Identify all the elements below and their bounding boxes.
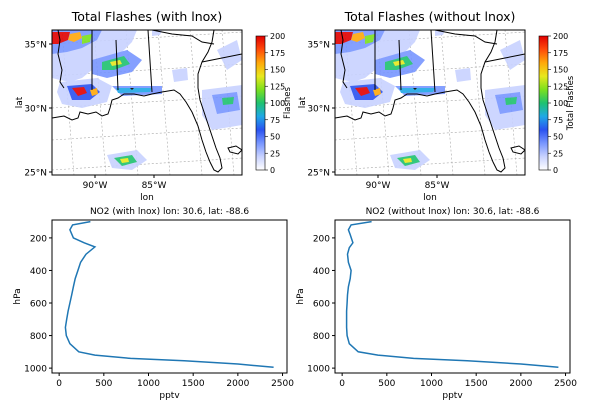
colorbar-tick-label: 175 — [270, 49, 285, 58]
y-tick-label: 600 — [30, 300, 47, 310]
plot-frame — [334, 219, 571, 374]
y-tick-label: 800 — [30, 332, 47, 342]
y-tick-label: 200 — [30, 234, 47, 244]
y-tick-label: 400 — [30, 267, 47, 277]
map-content — [335, 30, 525, 175]
profile-title: NO2 (with lnox) lon: 30.6, lat: -88.6 — [90, 207, 249, 217]
x-tick-label: 2500 — [554, 379, 577, 389]
lon-tick-label: 85°W — [142, 181, 167, 191]
y-tick-label: 1000 — [24, 365, 47, 375]
x-tick-label: 0 — [56, 379, 62, 389]
colorbar — [255, 35, 266, 171]
map-title: Total Flashes (with lnox) — [71, 9, 222, 24]
no2-profile-line — [345, 220, 559, 369]
map-content — [52, 30, 242, 175]
x-tick-label: 500 — [378, 379, 395, 389]
y-axis-label: hPa — [13, 288, 23, 304]
colorbar-label: Flashes — [283, 86, 293, 119]
colorbar-tick-label: 125 — [270, 82, 285, 91]
colorbar-tick-label: 75 — [553, 116, 563, 125]
colorbar-tick-label: 25 — [553, 149, 563, 158]
map-area — [52, 30, 242, 175]
x-tick-label: 0 — [339, 379, 345, 389]
no2-profile-line — [64, 220, 274, 369]
x-tick-label: 2000 — [226, 379, 249, 389]
x-tick-label: 2000 — [509, 379, 532, 389]
colorbar-tick-label: 50 — [270, 133, 280, 142]
y-tick-label: 600 — [313, 300, 330, 310]
colorbar-tick-label: 50 — [553, 133, 563, 142]
colorbar-tick-label: 75 — [270, 116, 280, 125]
colorbar-tick-label: 150 — [270, 66, 285, 75]
lon-axis-label: lon — [140, 193, 154, 203]
lon-tick-label: 90°W — [83, 181, 108, 191]
profile-panel-1: NO2 (with lnox) lon: 30.6, lat: -88.6 0 50… — [13, 207, 294, 401]
colorbar — [538, 35, 549, 171]
lat-tick-label: 35°N — [24, 41, 47, 51]
map-panel-1: Total Flashes (with lnox) 35°N 30°N 25°N 90°… — [15, 9, 293, 203]
colorbar-tick-label: 125 — [553, 82, 568, 91]
lat-tick-label: 25°N — [24, 169, 47, 179]
x-tick-label: 500 — [95, 379, 112, 389]
y-tick-label: 200 — [313, 234, 330, 244]
x-tick-label: 1000 — [420, 379, 443, 389]
plot-area — [335, 220, 570, 373]
profile-title: NO2 (without lnox) lon: 30.6, lat: -88.6 — [366, 207, 540, 217]
colorbar-tick-label: 0 — [270, 166, 275, 175]
map-area — [335, 30, 525, 175]
lat-tick-label: 25°N — [307, 169, 330, 179]
series-group — [64, 220, 274, 369]
x-tick-label: 2500 — [271, 379, 294, 389]
x-axis-label: pptv — [442, 391, 463, 401]
lon-axis-label: lon — [423, 193, 437, 203]
map-frame — [51, 29, 243, 176]
lat-tick-label: 30°N — [307, 105, 330, 115]
colorbar-tick-label: 100 — [270, 99, 285, 108]
lat-axis-label: lat — [15, 96, 25, 108]
colorbar-tick-label: 100 — [553, 99, 568, 108]
lat-axis-label: lat — [298, 96, 308, 108]
colorbar-tick-label: 25 — [270, 149, 280, 158]
plot-area — [52, 220, 287, 373]
y-tick-label: 1000 — [307, 365, 330, 375]
colorbar-tick-label: 175 — [553, 49, 568, 58]
map-title: Total Flashes (without lnox) — [344, 9, 516, 24]
y-tick-label: 800 — [313, 332, 330, 342]
profile-panel-2: NO2 (without lnox) lon: 30.6, lat: -88.6… — [296, 207, 577, 401]
x-tick-label: 1500 — [182, 379, 205, 389]
colorbar-label: Total Flashes — [566, 75, 576, 131]
x-tick-label: 1000 — [137, 379, 160, 389]
colorbar-tick-label: 200 — [553, 32, 568, 41]
map-panel-2: Total Flashes (without lnox) 35°N 30°N 25°N… — [298, 9, 576, 203]
y-axis-label: hPa — [296, 288, 306, 304]
lat-tick-label: 30°N — [24, 105, 47, 115]
map-frame — [334, 29, 526, 176]
plot-frame — [51, 219, 288, 374]
colorbar-tick-label: 150 — [553, 66, 568, 75]
colorbar-tick-label: 200 — [270, 32, 285, 41]
x-tick-label: 1500 — [465, 379, 488, 389]
x-axis-label: pptv — [159, 391, 180, 401]
lon-tick-label: 85°W — [425, 181, 450, 191]
y-tick-label: 400 — [313, 267, 330, 277]
colorbar-tick-label: 0 — [553, 166, 558, 175]
series-group — [345, 220, 559, 369]
lat-tick-label: 35°N — [307, 41, 330, 51]
lon-tick-label: 90°W — [366, 181, 391, 191]
